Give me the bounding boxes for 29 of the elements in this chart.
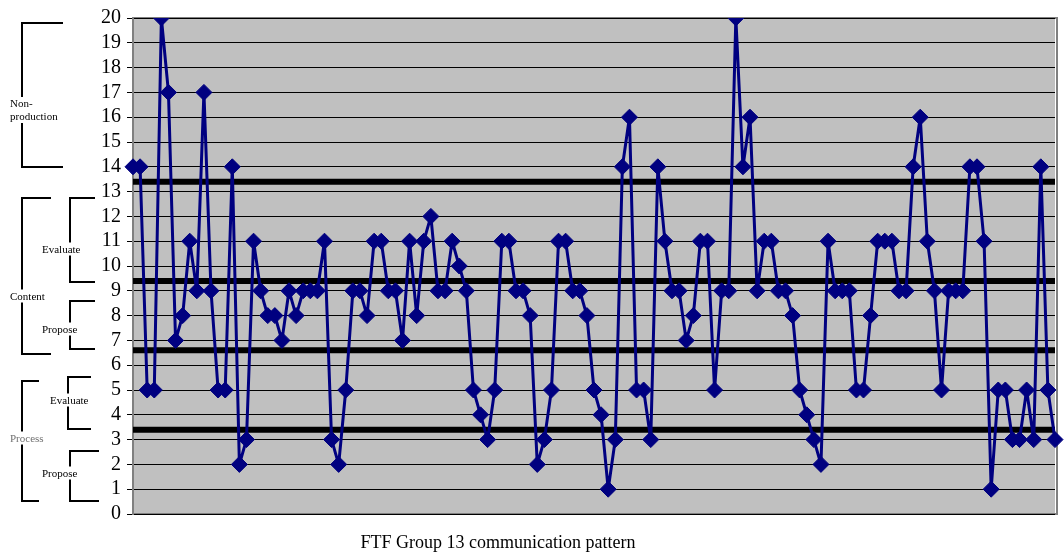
text: Process — [10, 431, 44, 445]
y-tick-label: 4 — [111, 402, 121, 425]
y-tick-label: 2 — [111, 451, 121, 474]
text: Propose — [42, 466, 78, 480]
y-tick-label: 15 — [101, 129, 121, 152]
y-tick-label: 14 — [101, 154, 121, 177]
y-tick-label: 13 — [101, 178, 121, 201]
text: Propose — [42, 322, 78, 336]
y-tick-label: 19 — [101, 30, 121, 53]
y-tick-label: 6 — [111, 352, 121, 375]
y-tick-label: 12 — [101, 203, 121, 226]
text: Evaluate — [42, 242, 81, 256]
text: Non-production — [10, 97, 66, 123]
y-tick-label: 8 — [111, 302, 121, 325]
y-tick-label: 10 — [101, 253, 121, 276]
y-tick-label: 20 — [101, 5, 121, 28]
y-tick-label: 0 — [111, 501, 121, 524]
y-tick-label: 1 — [111, 476, 121, 499]
y-tick-label: 7 — [111, 327, 121, 350]
y-tick-label: 17 — [101, 79, 121, 102]
text: Content — [10, 289, 45, 303]
y-tick-label: 5 — [111, 377, 121, 400]
y-tick-label: 3 — [111, 426, 121, 449]
y-tick-label: 9 — [111, 278, 121, 301]
y-tick-label: 18 — [101, 54, 121, 77]
y-tick-label: 11 — [101, 228, 121, 251]
text: Evaluate — [50, 393, 89, 407]
text: FTF Group 13 communication pattern — [359, 532, 637, 553]
y-tick-label: 16 — [101, 104, 121, 127]
